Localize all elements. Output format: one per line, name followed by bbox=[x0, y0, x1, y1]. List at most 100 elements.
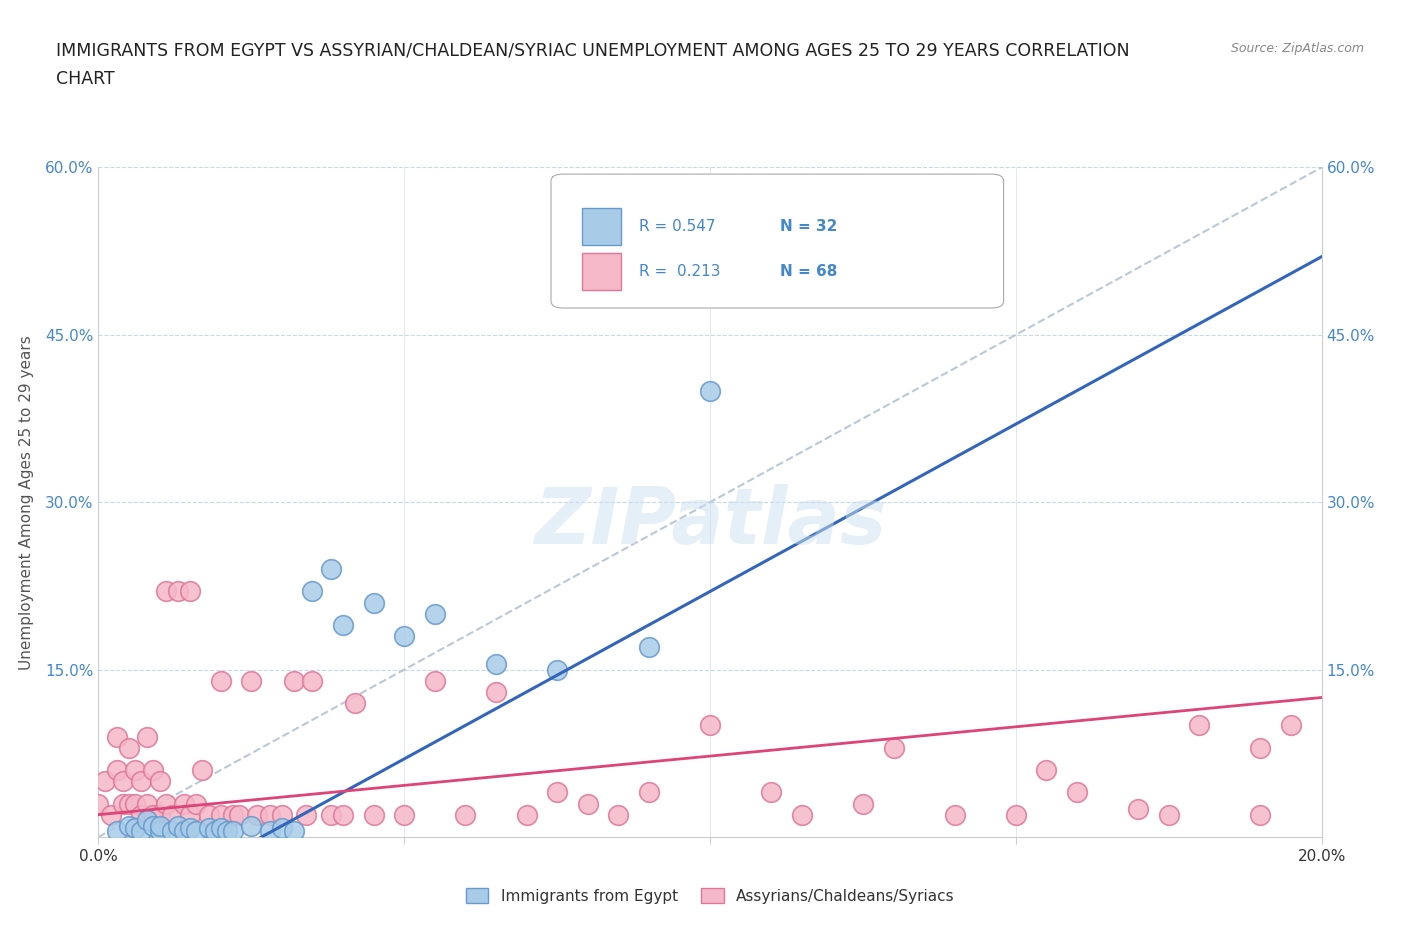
Point bbox=[283, 673, 305, 688]
Text: R =  0.213: R = 0.213 bbox=[640, 264, 721, 279]
Point bbox=[160, 824, 183, 839]
Point bbox=[363, 807, 385, 822]
Point bbox=[167, 818, 190, 833]
Point bbox=[118, 818, 141, 833]
Point bbox=[943, 807, 966, 822]
Point bbox=[246, 807, 269, 822]
Point bbox=[240, 673, 263, 688]
Text: IMMIGRANTS FROM EGYPT VS ASSYRIAN/CHALDEAN/SYRIAC UNEMPLOYMENT AMONG AGES 25 TO : IMMIGRANTS FROM EGYPT VS ASSYRIAN/CHALDE… bbox=[56, 42, 1130, 60]
Point bbox=[142, 807, 165, 822]
Point bbox=[1035, 763, 1057, 777]
Point bbox=[423, 673, 446, 688]
Point bbox=[142, 818, 165, 833]
Point bbox=[105, 824, 128, 839]
Point bbox=[546, 785, 568, 800]
Point bbox=[228, 807, 250, 822]
Point bbox=[93, 774, 115, 789]
Point bbox=[392, 629, 416, 644]
FancyBboxPatch shape bbox=[551, 174, 1004, 308]
Point bbox=[344, 696, 367, 711]
Point bbox=[149, 824, 172, 839]
Point bbox=[295, 807, 318, 822]
Point bbox=[118, 796, 141, 811]
Point bbox=[363, 595, 385, 610]
Point bbox=[240, 818, 263, 833]
Point bbox=[209, 820, 232, 835]
Point bbox=[179, 584, 201, 599]
Point bbox=[136, 813, 159, 828]
Point bbox=[1004, 807, 1026, 822]
Point bbox=[179, 820, 201, 835]
Point bbox=[332, 618, 354, 632]
Point bbox=[129, 807, 152, 822]
Point bbox=[173, 824, 195, 839]
Point bbox=[136, 729, 159, 744]
Point bbox=[179, 807, 201, 822]
Point bbox=[319, 562, 342, 577]
Point bbox=[105, 729, 128, 744]
Point bbox=[186, 824, 208, 839]
Point bbox=[160, 807, 183, 822]
Point bbox=[136, 796, 159, 811]
Point bbox=[852, 796, 875, 811]
Point bbox=[87, 796, 110, 811]
Text: N = 32: N = 32 bbox=[780, 219, 837, 233]
Point bbox=[454, 807, 477, 822]
Legend: Immigrants from Egypt, Assyrians/Chaldeans/Syriacs: Immigrants from Egypt, Assyrians/Chaldea… bbox=[460, 882, 960, 910]
Point bbox=[637, 785, 661, 800]
Point bbox=[637, 640, 661, 655]
Point bbox=[124, 763, 146, 777]
Point bbox=[516, 807, 538, 822]
Point bbox=[1157, 807, 1180, 822]
Point bbox=[392, 807, 416, 822]
Point bbox=[191, 763, 214, 777]
Point bbox=[197, 820, 219, 835]
Point bbox=[259, 824, 281, 839]
Bar bbox=[582, 208, 620, 245]
Point bbox=[485, 684, 508, 699]
Text: ZIPatlas: ZIPatlas bbox=[534, 485, 886, 560]
Point bbox=[155, 584, 177, 599]
Point bbox=[883, 740, 905, 755]
Point bbox=[607, 807, 630, 822]
Point bbox=[215, 824, 238, 839]
Point bbox=[423, 606, 446, 621]
Point bbox=[319, 807, 342, 822]
Bar bbox=[582, 253, 620, 289]
Point bbox=[197, 807, 219, 822]
Point bbox=[209, 673, 232, 688]
Point bbox=[222, 807, 245, 822]
Point bbox=[186, 796, 208, 811]
Point bbox=[1188, 718, 1211, 733]
Text: R = 0.547: R = 0.547 bbox=[640, 219, 716, 233]
Point bbox=[173, 796, 195, 811]
Y-axis label: Unemployment Among Ages 25 to 29 years: Unemployment Among Ages 25 to 29 years bbox=[18, 335, 34, 670]
Point bbox=[759, 785, 782, 800]
Point bbox=[222, 824, 245, 839]
Point bbox=[332, 807, 354, 822]
Point bbox=[149, 818, 172, 833]
Point bbox=[699, 718, 721, 733]
Point bbox=[204, 824, 226, 839]
Point bbox=[485, 657, 508, 671]
Point bbox=[155, 796, 177, 811]
Point bbox=[301, 584, 323, 599]
Point bbox=[699, 383, 721, 398]
Point bbox=[209, 807, 232, 822]
Point bbox=[576, 796, 599, 811]
Point bbox=[111, 796, 134, 811]
Point bbox=[124, 796, 146, 811]
Text: N = 68: N = 68 bbox=[780, 264, 837, 279]
Point bbox=[129, 824, 152, 839]
Point bbox=[149, 774, 172, 789]
Point bbox=[790, 807, 813, 822]
Point bbox=[149, 807, 172, 822]
Point bbox=[1249, 740, 1271, 755]
Point bbox=[105, 763, 128, 777]
Point bbox=[111, 774, 134, 789]
Text: CHART: CHART bbox=[56, 70, 115, 87]
Point bbox=[167, 584, 190, 599]
Point bbox=[100, 807, 122, 822]
Point bbox=[270, 807, 292, 822]
Point bbox=[546, 662, 568, 677]
